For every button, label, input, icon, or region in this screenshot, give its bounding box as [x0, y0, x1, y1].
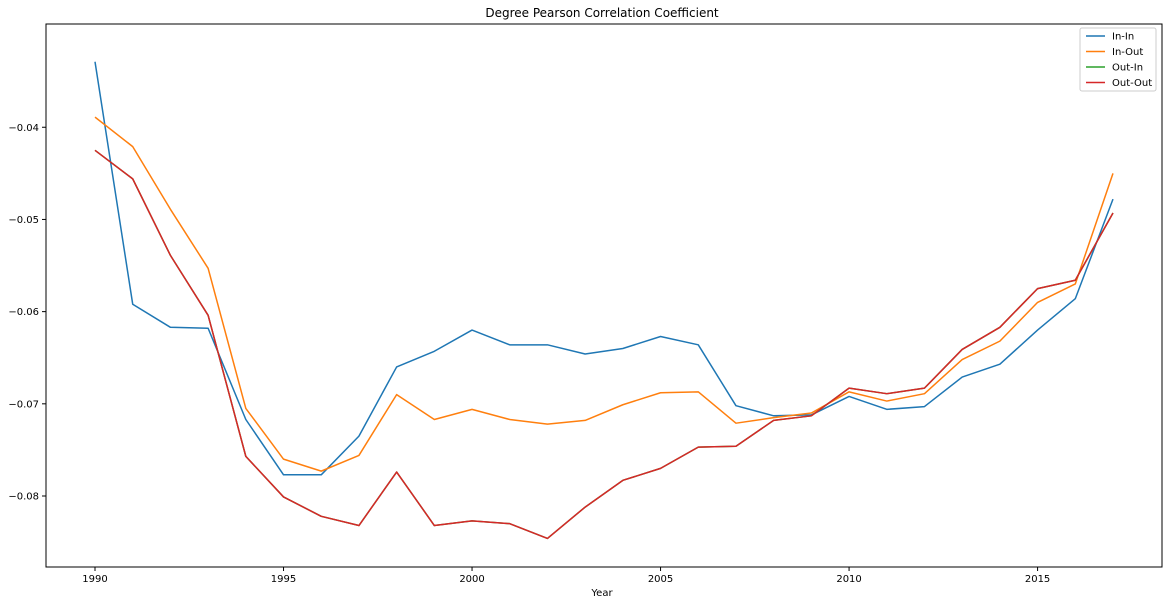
x-axis: 1990 1995 2000 2005 2010 2015	[82, 567, 1050, 585]
series-line-0	[94, 61, 1114, 476]
x-tick-label-0: 1990	[82, 574, 107, 585]
legend-label-3: Out-Out	[1112, 78, 1152, 89]
legend-box	[1079, 27, 1157, 92]
series-line-3	[94, 149, 1114, 540]
y-tick-label-4: −0.08	[8, 492, 39, 503]
chart-title: Degree Pearson Correlation Coefficient	[485, 6, 719, 20]
x-tick-label-5: 2015	[1025, 574, 1050, 585]
legend: In-In In-Out Out-In Out-Out	[1079, 27, 1157, 92]
legend-label-0: In-In	[1112, 32, 1134, 43]
y-tick-label-1: −0.05	[8, 215, 39, 226]
y-tick-label-3: −0.07	[8, 399, 39, 410]
y-tick-label-0: −0.04	[8, 123, 39, 134]
legend-label-1: In-Out	[1112, 47, 1143, 58]
x-axis-title: Year	[590, 588, 613, 599]
series-lines	[94, 61, 1114, 540]
series-line-1	[94, 116, 1114, 472]
x-tick-label-4: 2010	[836, 574, 861, 585]
legend-label-2: Out-In	[1112, 63, 1143, 74]
plot-frame	[45, 23, 1163, 568]
x-tick-label-3: 2005	[648, 574, 673, 585]
y-axis: −0.04 −0.05 −0.06 −0.07 −0.08	[8, 123, 46, 503]
x-tick-label-1: 1995	[271, 574, 296, 585]
y-tick-label-2: −0.06	[8, 307, 39, 318]
x-tick-label-2: 2000	[459, 574, 484, 585]
